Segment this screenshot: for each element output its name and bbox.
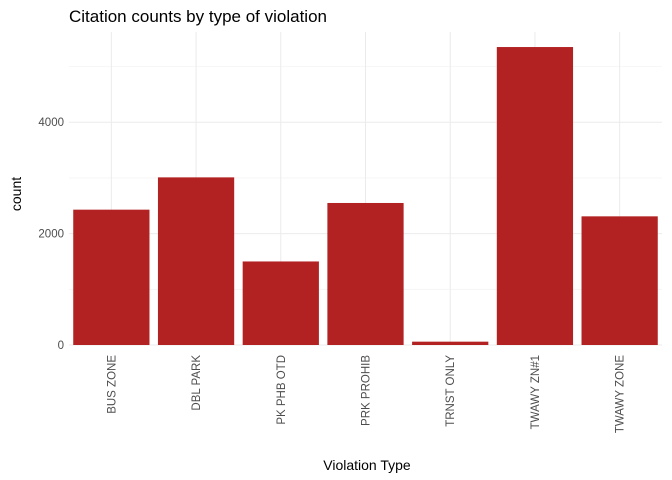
y-tick-label: 0 (58, 340, 64, 352)
bar (581, 216, 658, 345)
x-tick-label: PRK PROHIB (361, 355, 373, 426)
y-tick-label: 4000 (38, 117, 64, 129)
x-tick-labels: BUS ZONE DBL PARK PK PHB OTD PRK PROHIB TRNS… (106, 355, 626, 433)
bar (73, 209, 150, 345)
bar (412, 341, 489, 345)
x-tick-label: TWAWY ZONE (615, 355, 627, 433)
bar (242, 261, 319, 345)
x-axis-title: Violation Type (323, 457, 411, 473)
x-tick-label: TRNST ONLY (445, 355, 457, 427)
bar (157, 177, 235, 345)
bars (73, 47, 658, 346)
x-tick-label: DBL PARK (191, 355, 203, 411)
chart-title: Citation counts by type of violation (69, 7, 327, 26)
bar (327, 202, 404, 345)
y-axis-title: count (8, 177, 24, 211)
y-tick-label: 2000 (38, 229, 64, 241)
y-tick-labels: 0 2000 4000 (38, 117, 64, 352)
x-tick-label: BUS ZONE (106, 355, 118, 414)
x-tick-label: PK PHB OTD (276, 355, 288, 425)
bar (496, 47, 574, 346)
x-tick-label: TWAWY ZN#1 (530, 355, 542, 429)
